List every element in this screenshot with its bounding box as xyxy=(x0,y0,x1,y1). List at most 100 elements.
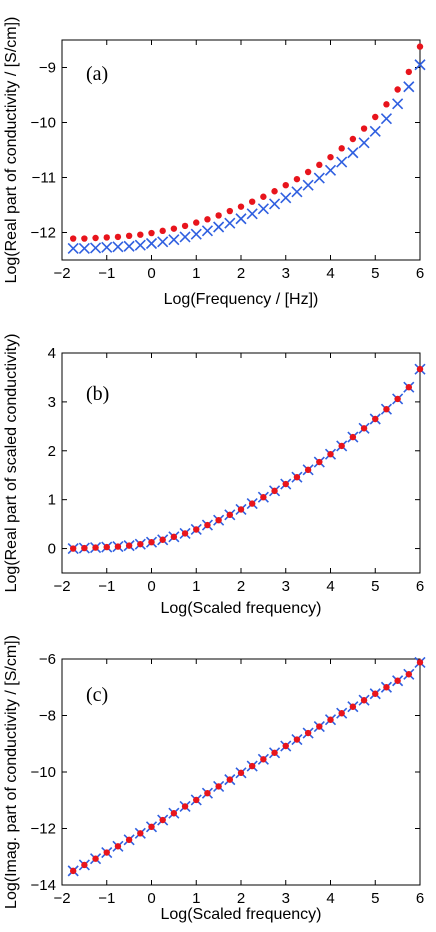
panel-c-ytick-label: −10 xyxy=(31,764,56,781)
panel-b-dot-point xyxy=(125,542,133,549)
panel-b-dot-point xyxy=(316,458,323,466)
panel-c-dot-point xyxy=(349,703,357,710)
panel-a-x-point xyxy=(213,221,225,233)
panel-c-dot-point xyxy=(405,671,413,678)
panel-c-dot-point xyxy=(137,830,144,837)
panel-b-ytick-label: 4 xyxy=(48,345,56,362)
panel-a-x-point xyxy=(201,225,214,237)
panel-a-dot-point xyxy=(383,101,390,108)
panel-c-xlabel: Log(Scaled frequency) xyxy=(161,906,322,923)
panel-b-dot-point xyxy=(237,506,245,513)
panel-a-dot-point xyxy=(316,161,323,169)
panel-c-dot-point xyxy=(103,849,110,856)
panel-b-dot-point xyxy=(170,533,178,541)
panel-b-dot-point xyxy=(360,425,368,432)
panel-c-xtick-label: 3 xyxy=(282,890,290,907)
panel-a-x-point xyxy=(347,147,359,159)
panel-a-x-point xyxy=(392,98,404,110)
panel-b-dot-point xyxy=(69,545,77,552)
panel-c-dot-point xyxy=(338,710,345,717)
panel-a-xtick-label: 6 xyxy=(416,265,424,282)
panel-a-dot-point xyxy=(81,235,88,242)
panel-b-xtick-label: 2 xyxy=(237,578,245,595)
panel-b-dot-point xyxy=(204,521,211,529)
panel-b-ticks: −2 −1 0 1 2 3 4 5 6 0 1 2 3 4 xyxy=(48,345,425,595)
panel-a-dot-point xyxy=(405,68,413,76)
panel-a-ytick-label: −9 xyxy=(39,60,56,77)
panel-a-axes-box xyxy=(61,39,421,261)
panel-c-xtick-label: 2 xyxy=(237,890,245,907)
panel-a-dot-point xyxy=(114,233,122,241)
panel-b-xtick-label: 6 xyxy=(416,578,424,595)
panel-a-dot-point xyxy=(349,135,357,143)
panel-a-dot-point xyxy=(181,222,189,230)
panel-a-dot-point xyxy=(193,219,200,226)
panel-b-dot-point xyxy=(114,543,122,550)
panel-c-dot-point xyxy=(170,810,178,817)
panel-c-xtick-label: 6 xyxy=(416,890,424,907)
panel-a-xtick-label: −2 xyxy=(53,265,70,282)
panel-a-xtick-label: −1 xyxy=(98,265,115,282)
panel-c-dot-point xyxy=(92,855,99,862)
panel-c-dot-point xyxy=(148,823,155,831)
panel-a-dot-point xyxy=(69,235,77,242)
panel-a-xtick-label: 4 xyxy=(326,265,334,282)
panel-b-xtick-label: −1 xyxy=(98,578,115,595)
panel-c-dot-point xyxy=(181,803,189,810)
panel-a-dot-point xyxy=(92,234,99,242)
panel-a-xtick-label: 3 xyxy=(282,265,290,282)
panel-c-dot-point xyxy=(304,729,312,737)
panel-a-x-point xyxy=(101,241,113,253)
panel-a-x-point xyxy=(414,59,426,71)
panel-c-dot-point xyxy=(293,736,301,743)
panel-a-x-point xyxy=(168,234,180,246)
panel-c-dot-point xyxy=(204,789,211,797)
panel-c-ytick-label: −12 xyxy=(31,821,56,838)
panel-a-x-point xyxy=(291,186,303,198)
panel-a-dot-point xyxy=(338,145,345,152)
panel-a-x-point xyxy=(145,237,158,250)
panel-c-marks xyxy=(67,656,426,877)
panel-a-dot-point xyxy=(282,182,289,189)
panel-c-xtick-label: −2 xyxy=(53,890,70,907)
panel-a-x-point xyxy=(123,240,135,252)
panel-a-label: (a) xyxy=(86,63,108,85)
panel-b-dot-point xyxy=(383,406,390,413)
panel-c-dot-point xyxy=(215,783,222,790)
panel-b-dot-point xyxy=(159,536,166,543)
panel-b-xtick-label: −2 xyxy=(53,578,70,595)
panel-b-label: (b) xyxy=(86,383,109,405)
panel-a-x-point xyxy=(280,192,292,204)
panel-b-dot-point xyxy=(405,384,413,391)
panel-a-x-point xyxy=(302,179,314,191)
panel-a-dot-point xyxy=(148,229,155,237)
panel-b-dot-point xyxy=(349,433,357,441)
panel-c-dot-point xyxy=(282,742,289,750)
panel-a-x-point xyxy=(78,242,90,255)
panel-b-dot-point xyxy=(226,511,234,519)
panel-a-dot-point xyxy=(237,203,245,210)
panel-b-dot-point xyxy=(327,451,334,458)
panel-a-x-point xyxy=(112,241,124,253)
panel-c-dot-point xyxy=(316,723,323,730)
panel-a-xtick-label: 5 xyxy=(371,265,379,282)
panel-a-x-point xyxy=(224,217,236,229)
panel-b-dot-point xyxy=(193,526,200,533)
panel-c-xtick-label: −1 xyxy=(98,890,115,907)
panel-c-dot-point xyxy=(159,816,166,824)
panel-a-dot-point xyxy=(215,212,222,219)
panel-a-dot-point xyxy=(394,86,401,93)
panel-c-xtick-label: 4 xyxy=(326,890,334,907)
panel-b-dot-point xyxy=(372,415,379,423)
panel-c-dot-point xyxy=(248,762,256,770)
panel-b-xtick-label: 4 xyxy=(326,578,334,595)
panel-a-x-point xyxy=(134,239,146,251)
panel-c-label: (c) xyxy=(86,684,108,706)
panel-a-x-point xyxy=(67,242,79,255)
panel-a-x-point xyxy=(268,198,281,210)
panel-a-ytick-label: −11 xyxy=(32,170,56,187)
panel-b-axes-box xyxy=(61,352,421,574)
panel-b-dot-point xyxy=(304,466,312,474)
